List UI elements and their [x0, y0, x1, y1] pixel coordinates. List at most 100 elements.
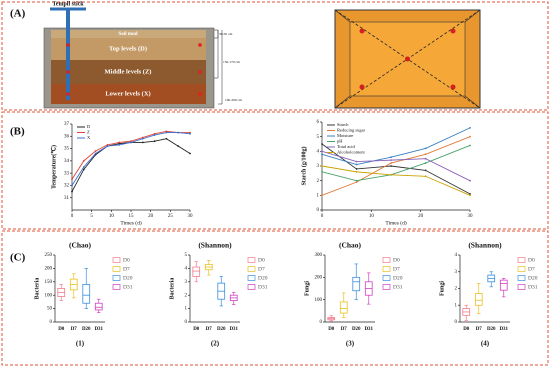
x-tick-label: D20: [352, 327, 361, 332]
layer: [51, 38, 206, 60]
x-tick-label: D7: [206, 327, 213, 332]
y-tick-label: 1: [455, 303, 458, 308]
point: [82, 159, 85, 162]
point: [118, 143, 121, 146]
legend-label: D7: [528, 266, 535, 272]
panel-number: (4): [481, 340, 490, 348]
point: [469, 144, 471, 147]
sample-point: [405, 56, 410, 62]
box: [82, 284, 91, 304]
point: [424, 153, 427, 156]
y-tick-label: 1: [185, 307, 188, 312]
y-tick-label: 33: [64, 171, 70, 176]
legend-label: D31: [123, 284, 133, 290]
legend-swatch: [517, 284, 526, 290]
legend-label: D7: [123, 266, 130, 272]
panel-number: (2): [211, 340, 220, 348]
bevel: [334, 9, 481, 109]
panel-number: (3): [346, 340, 355, 348]
legend-label: pH: [337, 139, 343, 144]
panel-frame: [1, 111, 549, 230]
point: [390, 162, 392, 164]
point: [94, 150, 97, 152]
point: [424, 162, 427, 164]
legend-label: D31: [258, 284, 268, 290]
point: [355, 163, 358, 166]
y-tick-label: 0: [50, 320, 53, 325]
x-tick-label: D7: [476, 327, 483, 332]
legend-label: D20: [528, 275, 538, 281]
y-axis-label: Starch (g/100g): [300, 146, 307, 185]
point: [355, 170, 358, 173]
point: [82, 166, 85, 168]
sample-points: [359, 28, 456, 90]
depth-label: 30-50 cm: [219, 32, 233, 36]
legend-label: Total acid: [337, 144, 356, 149]
box: [192, 266, 201, 277]
sample-point: [359, 84, 365, 90]
y-tick-label: 1: [317, 193, 320, 198]
legend-label: Reducing sugar: [337, 128, 366, 133]
y-axis-label: Bacteria: [169, 278, 175, 300]
legend-swatch: [247, 284, 256, 290]
point: [355, 160, 358, 163]
x-tick-label: D20: [487, 327, 496, 332]
x-axis-label: Times (d): [385, 219, 407, 226]
y-tick-label: 4: [455, 253, 458, 258]
x-tick-label: D31: [499, 327, 508, 332]
y-tick-label: 0: [455, 320, 458, 325]
x-tick-label: 25: [168, 214, 174, 219]
chart-title: (Chao): [339, 241, 362, 250]
legend-label: X: [87, 135, 91, 140]
box: [499, 279, 508, 291]
pit-diagram: Soil mud Top levels (D) Middle levels (Z…: [43, 1, 242, 109]
y-tick-label: 37: [64, 122, 70, 127]
line-series: [71, 138, 191, 192]
x-tick-label: D0: [193, 327, 200, 332]
point: [130, 141, 132, 144]
box: [352, 276, 361, 292]
y-tick-label: 3: [317, 164, 320, 169]
legend-swatch: [382, 266, 391, 272]
y-axis-label: Bacteria: [34, 278, 40, 300]
probe-point: [66, 92, 70, 96]
x-tick-label: 0: [321, 214, 324, 219]
point: [469, 126, 471, 129]
point: [153, 134, 156, 136]
point: [390, 156, 392, 159]
x-tick-label: D0: [58, 327, 65, 332]
point: [390, 159, 392, 162]
point: [71, 190, 73, 193]
point: [118, 141, 121, 144]
y-tick-label: 50: [47, 307, 53, 312]
probe-point: [66, 70, 70, 74]
box: [339, 301, 348, 314]
x-tick-label: 5: [90, 214, 93, 219]
legend-swatch: [517, 266, 526, 272]
y-tick-label: 4: [317, 149, 320, 154]
point: [153, 140, 156, 143]
y-tick-label: 0: [185, 320, 188, 325]
box: [474, 293, 483, 306]
x-tick-label: 20: [148, 214, 154, 219]
y-tick-label: 0: [317, 208, 320, 213]
point: [141, 137, 144, 140]
legend-swatch: [382, 284, 391, 290]
y-tick-label: 32: [64, 184, 70, 189]
x-tick-label: D0: [463, 327, 470, 332]
point: [469, 179, 471, 182]
point: [355, 179, 358, 182]
y-axis-label: Fungi: [304, 281, 310, 296]
point: [321, 150, 323, 153]
layer-label: Middle levels (Z): [105, 68, 152, 75]
point: [321, 143, 323, 145]
y-tick-label: 35: [64, 147, 70, 152]
y-tick-label: 2: [455, 287, 458, 292]
y-tick-label: 34: [64, 159, 70, 164]
chart-title: (Shannon): [198, 241, 232, 250]
probe-point: [66, 43, 70, 47]
point: [321, 153, 323, 156]
layer-label: Top levels (D): [109, 45, 147, 52]
legend-swatch: [112, 284, 121, 290]
